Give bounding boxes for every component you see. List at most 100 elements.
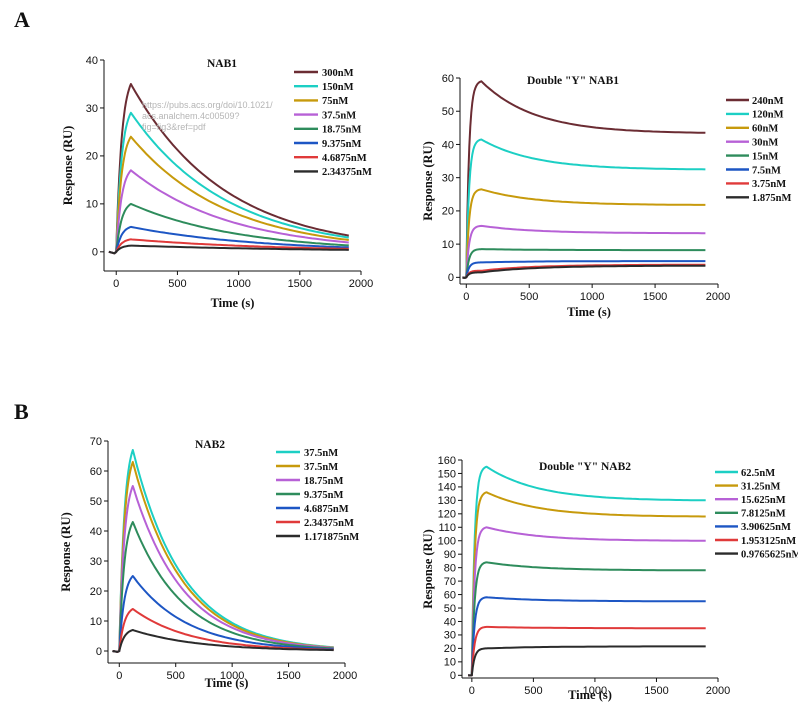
series-line [108, 225, 349, 255]
y-tick-label: 140 [438, 482, 456, 494]
watermark-line-2: acs.analchem.4c00509? [142, 111, 240, 121]
y-tick-label: 40 [90, 526, 102, 538]
series-line [462, 224, 706, 279]
watermark: https://pubs.acs.org/doi/10.1021/ acs.an… [142, 100, 273, 132]
series-line [112, 485, 334, 653]
legend-label: 4.6875nM [304, 504, 349, 515]
y-tick-label: 0 [96, 646, 102, 658]
legend-label: 240nM [752, 96, 784, 107]
chart-double-y-nab1: 0 500 1000 1500 2000 0 10 20 30 40 50 60 Double "Y" … [421, 73, 791, 319]
y-tick-label: 150 [438, 468, 456, 480]
legend-label: 60nM [752, 124, 778, 135]
legend-label: 37.5nM [304, 448, 338, 459]
series-line [468, 596, 706, 677]
legend-label: 1.171875nM [304, 532, 359, 543]
chart-nab2: 0 500 1000 1500 2000 0 10 20 30 40 50 60 70 NAB2 Time … [59, 436, 359, 690]
y-tick-label: 30 [444, 630, 456, 642]
series-line [108, 238, 349, 255]
x-tick-label: 500 [168, 278, 186, 290]
legend-label: 300nM [322, 68, 354, 79]
y-tick-label: 70 [444, 576, 456, 588]
y-tick-label: 0 [448, 272, 454, 284]
series-line [108, 244, 349, 255]
series-line [108, 135, 349, 255]
y-tick-label: 80 [444, 562, 456, 574]
x-tick-label: 1500 [288, 278, 312, 290]
chart-title: NAB2 [195, 439, 225, 451]
x-tick-label: 0 [469, 685, 475, 697]
y-tick-label: 30 [86, 103, 98, 115]
x-axis-label: Time (s) [205, 676, 249, 690]
legend-label: 3.90625nM [741, 522, 791, 533]
legend-label: 4.6875nM [322, 153, 367, 164]
y-tick-label: 70 [90, 436, 102, 448]
x-tick-label: 500 [167, 670, 185, 682]
legend-label: 37.5nM [304, 462, 338, 473]
series-line [468, 465, 706, 677]
x-axis-label: Time (s) [567, 305, 611, 319]
y-tick-label: 100 [438, 536, 456, 548]
y-tick-label: 60 [90, 466, 102, 478]
y-tick-label: 50 [90, 496, 102, 508]
y-axis-label: Response (RU) [421, 529, 435, 609]
x-tick-label: 1000 [226, 278, 250, 290]
legend-label: 15nM [752, 151, 778, 162]
legend-label: 9.375nM [322, 139, 361, 150]
x-tick-label: 1000 [580, 291, 604, 303]
panel-label-a: A [14, 7, 30, 32]
y-tick-label: 120 [438, 509, 456, 521]
x-tick-label: 500 [520, 291, 538, 303]
y-tick-label: 90 [444, 549, 456, 561]
y-tick-label: 20 [444, 643, 456, 655]
x-tick-label: 2000 [349, 278, 373, 290]
chart-nab1: 0 500 1000 1500 2000 0 10 20 30 40 NAB1 Time (s) Res… [61, 55, 373, 310]
y-tick-label: 60 [442, 73, 454, 85]
series-line [112, 575, 334, 653]
watermark-line-1: https://pubs.acs.org/doi/10.1021/ [142, 100, 273, 110]
y-tick-label: 30 [442, 172, 454, 184]
series-line [108, 111, 349, 255]
y-tick-label: 50 [442, 106, 454, 118]
series-line [468, 645, 706, 677]
x-tick-label: 1500 [276, 670, 300, 682]
series-line [468, 625, 706, 677]
legend-label: 18.75nM [304, 476, 343, 487]
y-tick-label: 160 [438, 455, 456, 467]
y-tick-label: 130 [438, 495, 456, 507]
y-tick-label: 50 [444, 603, 456, 615]
x-tick-label: 2000 [706, 685, 730, 697]
series-line [112, 629, 334, 653]
y-axis-label: Response (RU) [61, 126, 75, 206]
legend-label: 2.34375nM [322, 167, 372, 178]
y-tick-label: 30 [90, 556, 102, 568]
x-tick-label: 2000 [333, 670, 357, 682]
legend-label: 150nM [322, 82, 354, 93]
x-tick-label: 2000 [706, 291, 730, 303]
x-tick-label: 500 [524, 685, 542, 697]
series-line [462, 80, 706, 279]
legend-label: 1.875nM [752, 193, 791, 204]
series-line [108, 202, 349, 255]
x-tick-label: 0 [113, 278, 119, 290]
legend-label: 3.75nM [752, 179, 786, 190]
panel-label-b: B [14, 399, 29, 424]
y-tick-label: 0 [450, 670, 456, 682]
x-tick-label: 0 [116, 670, 122, 682]
watermark-line-3: fig=fig3&ref=pdf [142, 122, 206, 132]
x-tick-label: 0 [463, 291, 469, 303]
y-tick-label: 110 [438, 522, 456, 534]
legend-label: 30nM [752, 138, 778, 149]
legend-label: 62.5nM [741, 468, 775, 479]
x-tick-label: 1500 [644, 685, 668, 697]
chart-title: Double "Y" NAB2 [539, 461, 631, 473]
y-tick-label: 20 [86, 151, 98, 163]
series-line [108, 83, 349, 255]
y-tick-label: 20 [442, 206, 454, 218]
y-tick-label: 10 [442, 239, 454, 251]
y-axis-label: Response (RU) [421, 141, 435, 221]
series-line [462, 260, 706, 279]
legend-label: 2.34375nM [304, 518, 354, 529]
series-line [468, 561, 706, 677]
series-line [108, 169, 349, 255]
